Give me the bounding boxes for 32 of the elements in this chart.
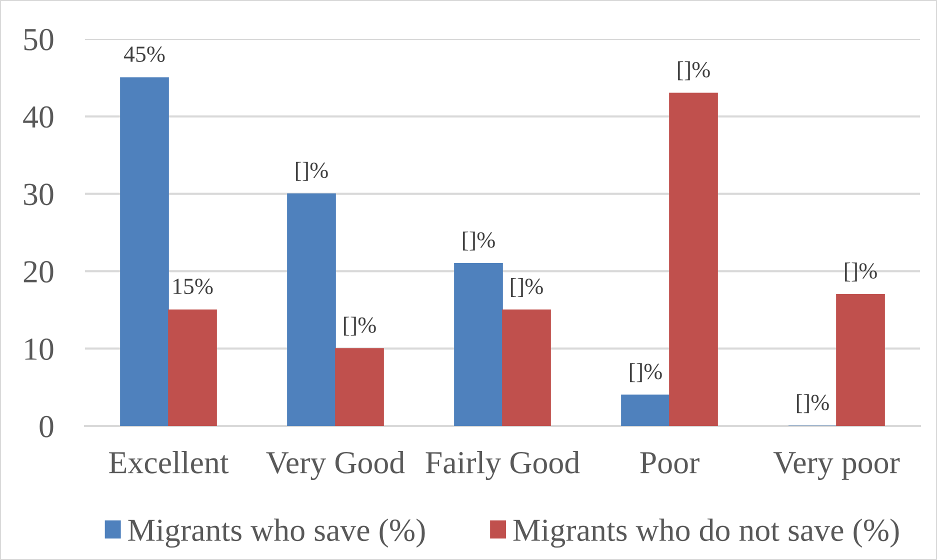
data-label: []%: [845, 262, 877, 282]
y-tick-label: 50: [24, 28, 54, 50]
x-tick-label: Poor: [640, 452, 700, 474]
legend-label: Migrants who save (%): [128, 518, 425, 548]
x-tick-label: Fairly Good: [426, 451, 580, 480]
y-tick-label: 10: [25, 338, 54, 360]
bar: [120, 77, 169, 426]
data-label: []%: [511, 278, 543, 297]
bar: [287, 193, 336, 426]
bar: [836, 294, 885, 426]
y-tick-label: 20: [24, 261, 54, 283]
data-label: []%: [344, 316, 376, 336]
bar: [621, 394, 670, 426]
data-label: 15%: [174, 278, 213, 294]
y-tick-label: 0: [40, 416, 54, 438]
bar: [168, 309, 217, 426]
bar: [335, 348, 384, 426]
bar: [669, 92, 718, 426]
bar: [454, 263, 503, 426]
y-tick-label: 40: [23, 106, 54, 128]
data-label: []%: [678, 61, 710, 80]
x-tick-label: Excellent: [109, 451, 229, 474]
legend-label: Migrants who do not save (%): [513, 518, 899, 548]
bar: [502, 309, 551, 426]
data-label: 45%: [124, 46, 165, 62]
data-label: []%: [630, 363, 662, 382]
x-tick-label: Very Good: [266, 451, 405, 480]
x-tick-label: Very poor: [773, 452, 900, 480]
data-label: []%: [797, 394, 829, 414]
data-label: []%: [463, 232, 495, 251]
data-label: []%: [296, 162, 328, 181]
y-tick-label: 30: [24, 184, 54, 206]
